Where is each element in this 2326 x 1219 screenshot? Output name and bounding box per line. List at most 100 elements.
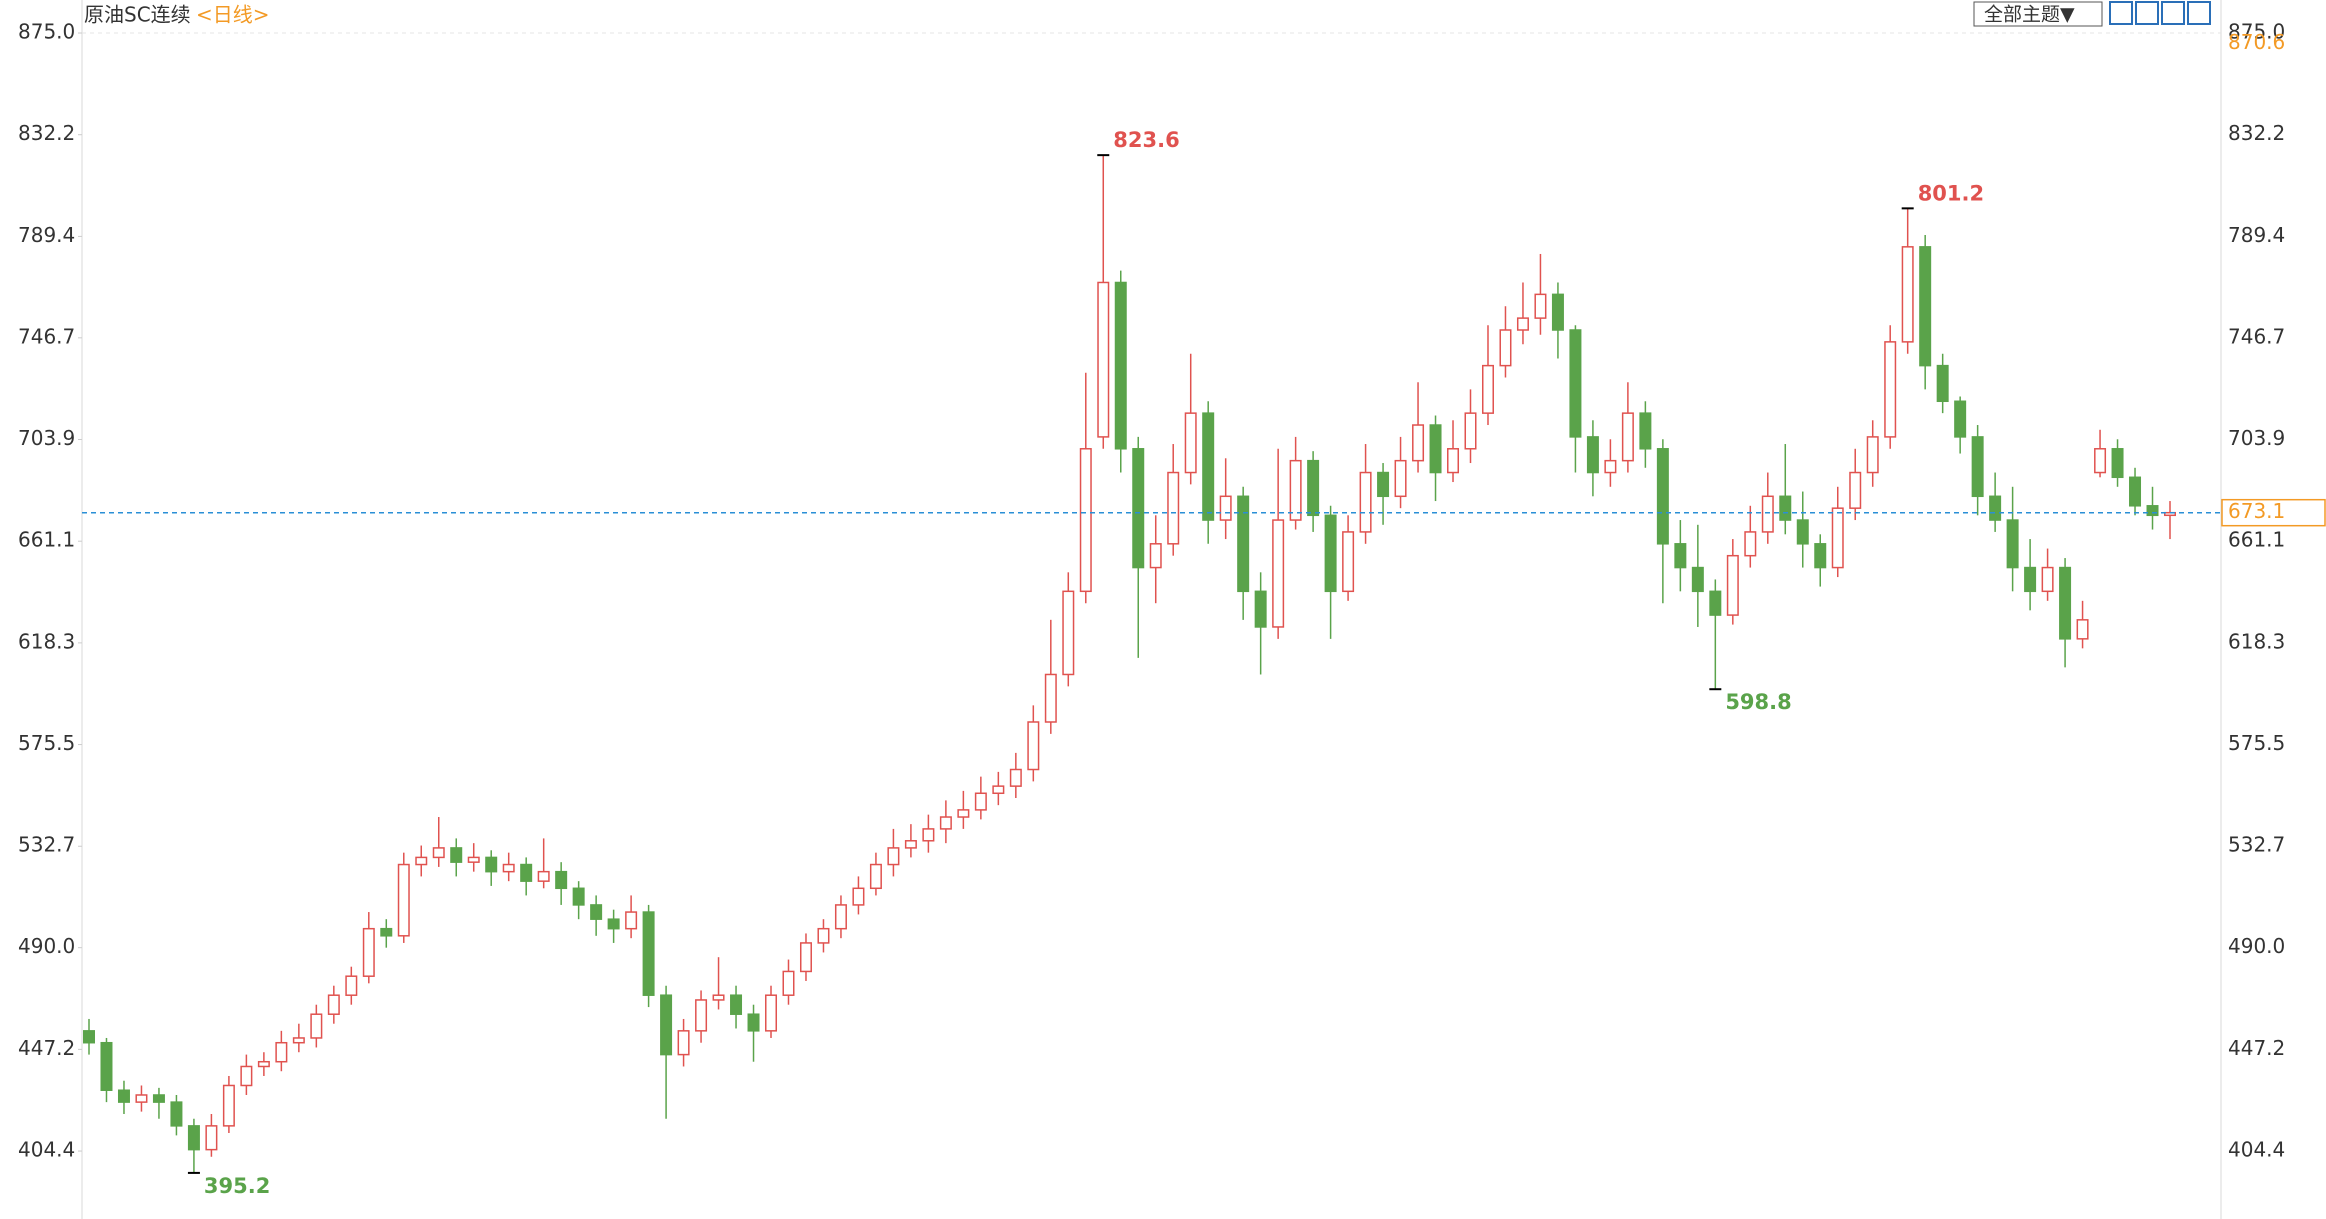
candle-body [1499, 329, 1512, 367]
icon-button[interactable] [2135, 1, 2159, 25]
candle-body [607, 918, 620, 930]
candle-body [992, 785, 1005, 795]
y-tick-label: 789.4 [18, 223, 75, 247]
icon-button[interactable] [2161, 1, 2185, 25]
candle-body [1324, 514, 1337, 593]
candle-body [904, 840, 917, 849]
candle-body [957, 809, 970, 818]
candle-body [1604, 459, 1617, 474]
candle-body [1919, 246, 1932, 367]
candle-body [432, 847, 445, 859]
candle-body [485, 856, 498, 873]
candle-body [1639, 412, 1652, 450]
candle-body [2006, 519, 2019, 569]
y-tick-label: 661.1 [18, 528, 75, 552]
candle-body [117, 1089, 130, 1103]
candle-body [2146, 505, 2159, 517]
y2-tick-label: 618.3 [2228, 629, 2285, 653]
candle-body [1097, 281, 1110, 438]
right-axis-marker: 870.6 [2228, 30, 2285, 54]
candle-body [397, 863, 410, 937]
candle-body [677, 1030, 690, 1056]
y2-tick-label: 789.4 [2228, 223, 2285, 247]
y2-tick-label: 447.2 [2228, 1036, 2285, 1060]
candle-body [590, 904, 603, 920]
price-label: 673.1 [2228, 499, 2285, 523]
y-tick-label: 832.2 [18, 121, 75, 145]
candle-body [345, 975, 358, 996]
candle-body [625, 911, 638, 930]
candle-body [1516, 317, 1529, 331]
candle-body [869, 863, 882, 890]
candle-body [1219, 495, 1232, 521]
chart-title: 原油SC连续 [84, 3, 191, 27]
y-tick-label: 575.5 [18, 731, 75, 755]
candle-body [2041, 566, 2054, 593]
candle-body [1184, 412, 1197, 474]
candle-body [1901, 246, 1914, 343]
candle-body [1866, 436, 1879, 474]
icon-button[interactable] [2109, 1, 2133, 25]
candle-body [817, 927, 830, 944]
candle-body [974, 792, 987, 811]
candle-body [520, 863, 533, 882]
candle-body [555, 870, 568, 890]
extreme-label: 823.6 [1113, 128, 1179, 152]
y2-tick-label: 490.0 [2228, 934, 2285, 958]
candle-body [765, 994, 778, 1032]
y-tick-label: 532.7 [18, 833, 75, 857]
candle-body [1586, 436, 1599, 474]
candle-body [205, 1125, 218, 1151]
candle-body [135, 1094, 148, 1103]
candle-body [1342, 531, 1355, 593]
candle-body [572, 887, 585, 906]
candle-body [1464, 412, 1477, 450]
y-tick-label: 490.0 [18, 934, 75, 958]
candle-body [537, 870, 550, 882]
candle-body [2024, 566, 2037, 593]
candle-body [83, 1030, 95, 1044]
candle-body [1394, 459, 1407, 498]
candle-body [852, 887, 865, 906]
candle-body [887, 847, 900, 866]
candle-body [2094, 448, 2107, 474]
y2-tick-label: 703.9 [2228, 426, 2285, 450]
candle-body [2129, 476, 2142, 507]
candle-body [730, 994, 743, 1015]
toolbar-icons [2109, 1, 2211, 25]
candle-body [292, 1037, 305, 1044]
period-label[interactable]: <日线> [196, 3, 270, 27]
candle-body [275, 1041, 288, 1063]
y-tick-label: 746.7 [18, 324, 75, 348]
candle-body [1989, 495, 2002, 521]
price-label-box [2221, 498, 2326, 527]
candle-body [1726, 554, 1739, 616]
candle-body [1254, 590, 1267, 628]
candle-body [1709, 590, 1722, 616]
candle-body [660, 994, 673, 1056]
candle-body [1149, 543, 1162, 569]
y2-tick-label: 875.0 [2228, 20, 2285, 44]
candle-body [222, 1084, 235, 1127]
y-tick-label: 703.9 [18, 426, 75, 450]
candle-body [1744, 531, 1757, 557]
candle-body [1761, 495, 1774, 533]
candle-body [1954, 400, 1967, 438]
candle-body [1936, 364, 1949, 403]
candle-body [747, 1013, 760, 1032]
candle-body [1202, 412, 1215, 521]
candle-body [939, 816, 952, 830]
candle-body [362, 927, 375, 977]
candle-body [502, 863, 515, 873]
theme-button[interactable] [1973, 1, 2103, 27]
candle-body [695, 999, 708, 1032]
candle-body [170, 1101, 183, 1127]
candle-body [187, 1125, 200, 1151]
theme-button-label[interactable]: 全部主题▼ [1984, 4, 2075, 26]
y2-tick-label: 404.4 [2228, 1138, 2285, 1162]
icon-button[interactable] [2187, 1, 2211, 25]
candle-body [1079, 448, 1092, 593]
candle-body [1656, 448, 1669, 545]
